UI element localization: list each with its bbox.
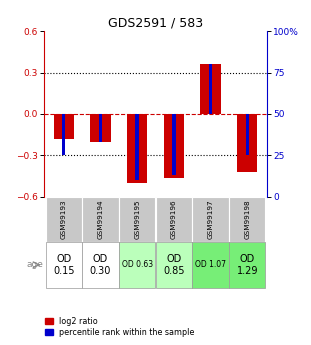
Text: OD 1.07: OD 1.07 <box>195 260 226 269</box>
Bar <box>119 197 155 241</box>
Bar <box>99 114 102 142</box>
Bar <box>45 241 82 288</box>
Text: OD
0.15: OD 0.15 <box>53 254 74 276</box>
Bar <box>246 114 249 155</box>
Text: OD 0.63: OD 0.63 <box>122 260 153 269</box>
Text: OD
0.30: OD 0.30 <box>90 254 111 276</box>
Bar <box>82 197 118 241</box>
Text: age: age <box>26 260 43 269</box>
Title: GDS2591 / 583: GDS2591 / 583 <box>108 17 203 30</box>
Bar <box>193 197 229 241</box>
Bar <box>172 114 175 175</box>
Bar <box>156 241 192 288</box>
Bar <box>45 197 82 241</box>
Bar <box>82 241 118 288</box>
Bar <box>136 114 139 180</box>
Bar <box>90 114 110 141</box>
Text: GSM99194: GSM99194 <box>97 199 104 239</box>
Bar <box>127 114 147 183</box>
Bar <box>62 114 65 155</box>
Text: OD
1.29: OD 1.29 <box>237 254 258 276</box>
Bar <box>201 64 221 114</box>
Bar <box>229 197 266 241</box>
Bar <box>193 241 229 288</box>
Text: GSM99198: GSM99198 <box>244 199 250 239</box>
Legend: log2 ratio, percentile rank within the sample: log2 ratio, percentile rank within the s… <box>44 316 195 337</box>
Text: OD
0.85: OD 0.85 <box>163 254 185 276</box>
Bar <box>119 241 155 288</box>
Bar <box>156 197 192 241</box>
Bar <box>237 114 258 172</box>
Text: GSM99195: GSM99195 <box>134 199 140 239</box>
Bar <box>53 114 74 139</box>
Text: GSM99196: GSM99196 <box>171 199 177 239</box>
Bar <box>209 64 212 114</box>
Text: GSM99197: GSM99197 <box>207 199 214 239</box>
Text: GSM99193: GSM99193 <box>61 199 67 239</box>
Bar <box>164 114 184 178</box>
Bar <box>229 241 266 288</box>
